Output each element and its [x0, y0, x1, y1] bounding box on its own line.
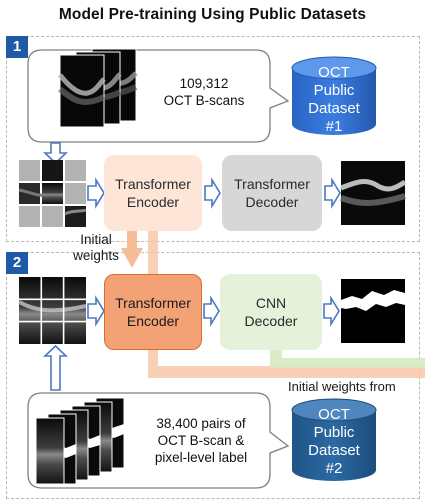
dataset2-line1: OCT [318, 406, 350, 423]
stage2-up-arrow-icon [43, 344, 68, 391]
dataset1-label: OCT Public Dataset #1 [292, 64, 376, 136]
stage2-decoder-line1: CNN [255, 295, 287, 311]
stage2-output-weights-label: Initial weights from [288, 379, 396, 394]
stage1-caption-line1: 109,312 [179, 76, 229, 91]
dataset1-cylinder-icon [291, 56, 377, 135]
initial-weights-line2: weights [73, 248, 119, 263]
dataset1-line3: Dataset [308, 100, 360, 117]
stage2-arrow-decoder-to-output-icon [323, 295, 340, 327]
stage1-bscan-stack-icon [58, 48, 138, 128]
stage2-caption-line1: 38,400 pairs of [156, 416, 246, 431]
dataset2-line4: #2 [325, 460, 343, 477]
stage1-arrow-decoder-to-output-icon [324, 177, 341, 209]
stage2-arrow-encoder-to-decoder-icon [203, 295, 220, 327]
decoder-output-weights-path [270, 350, 425, 368]
dataset2-label: OCT Public Dataset #2 [292, 406, 376, 478]
stage1-panel [6, 36, 420, 242]
stage2-encoder-line1: Transformer [115, 295, 191, 311]
stage1-transformer-encoder: Transformer Encoder [104, 155, 202, 231]
stage1-arrow-encoder-to-decoder-icon [204, 177, 221, 209]
dataset1-line4: #1 [325, 118, 343, 135]
stage2-pair-count: 38,400 pairs of OCT B-scan & pixel-level… [134, 415, 268, 466]
stage2-caption-line3: pixel-level label [154, 450, 248, 465]
stage1-down-arrow-icon [43, 142, 68, 165]
stage1-masked-patch-grid-icon [18, 160, 87, 227]
stage2-badge: 2 [6, 252, 28, 274]
stage1-reconstructed-output-icon [340, 161, 407, 225]
stage2-bscan-label-pairs-icon [35, 397, 125, 485]
stage1-transformer-decoder: Transformer Decoder [222, 155, 322, 231]
stage1-scan-count: 109,312 OCT B-scans [146, 75, 262, 109]
diagram-title: Model Pre-training Using Public Datasets [58, 6, 367, 23]
dataset2-line2: Public [313, 424, 355, 441]
stage2-segmentation-mask-icon [341, 279, 405, 343]
initial-weights-label: Initial weights [66, 232, 126, 264]
initial-weights-transfer-arrow [121, 231, 143, 268]
stage2-transformer-encoder: Transformer Encoder [104, 274, 202, 350]
dataset2-line3: Dataset [308, 442, 360, 459]
stage1-arrow-grid-to-encoder-icon [87, 177, 105, 209]
stage2-cnn-decoder: CNN Decoder [220, 274, 322, 350]
stage1-encoder-line2: Encoder [126, 194, 180, 210]
dataset1-line2: Public [313, 82, 355, 99]
dataset2-cylinder-icon [291, 398, 377, 481]
stage2-encoder-line2: Encoder [126, 313, 180, 329]
stage2-patched-input-icon [18, 277, 87, 344]
stage1-encoder-line1: Transformer [115, 176, 191, 192]
stage2-decoder-line2: Decoder [244, 313, 298, 329]
dataset1-line1: OCT [318, 64, 350, 81]
stage1-decoder-line1: Transformer [234, 176, 310, 192]
stage2-caption-line2: OCT B-scan & [157, 433, 245, 448]
stage1-decoder-line2: Decoder [245, 194, 299, 210]
stage1-badge: 1 [6, 36, 28, 58]
stage2-arrow-input-to-encoder-icon [87, 295, 105, 327]
initial-weights-line1: Initial [80, 232, 112, 247]
stage1-caption-line2: OCT B-scans [163, 93, 245, 108]
